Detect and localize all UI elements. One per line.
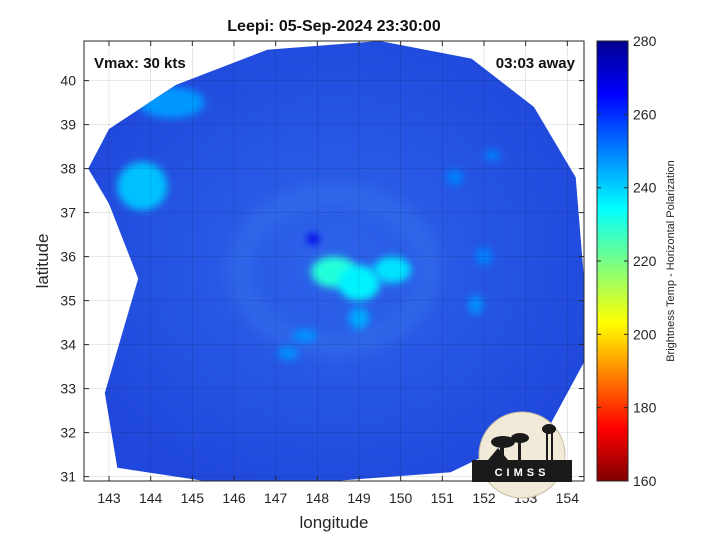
colorbar-tick-label: 180 [633, 400, 657, 416]
colorbar-gradient [596, 40, 629, 482]
feature-6 [277, 346, 299, 360]
x-tick-label: 145 [181, 490, 205, 506]
plot-frame [83, 40, 585, 482]
colorbar-tick-label: 280 [633, 33, 657, 49]
x-tick-label: 149 [347, 490, 371, 506]
feature-7 [468, 295, 484, 315]
y-tick-label: 35 [60, 293, 76, 309]
colorbar: 160 180 200 220 240 260 280 Brightness Temp - … [596, 33, 677, 489]
plot-area: 1431441451461471481491501511521531543132… [60, 40, 585, 506]
features-layer [117, 87, 501, 360]
x-tick-label: 148 [306, 490, 330, 506]
logo-band [472, 460, 572, 482]
colorbar-ticks: 160 180 200 220 240 260 280 [597, 33, 657, 489]
feature-5 [292, 329, 318, 343]
feature-13 [306, 233, 320, 245]
colorbar-tick-label: 160 [633, 473, 657, 489]
x-tick-label: 144 [139, 490, 163, 506]
x-tick-label: 154 [556, 490, 580, 506]
feature-2 [338, 265, 380, 301]
y-tick-label: 31 [60, 469, 76, 485]
y-tick-label: 33 [60, 381, 76, 397]
y-tick-label: 36 [60, 249, 76, 265]
feature-9 [446, 169, 464, 186]
x-tick-label: 146 [222, 490, 246, 506]
colorbar-tick-label: 220 [633, 253, 657, 269]
y-tick-label: 32 [60, 425, 76, 441]
cimss-logo: CIMSS [472, 411, 572, 499]
y-tick-label: 34 [60, 337, 76, 353]
feature-8 [475, 247, 493, 266]
feature-4 [348, 307, 370, 330]
grid-lines [84, 41, 584, 481]
y-tick-label: 38 [60, 161, 76, 177]
colorbar-tick-label: 240 [633, 180, 657, 196]
y-axis-label: latitude [33, 234, 52, 289]
feature-11 [117, 162, 168, 211]
y-tick-label: 40 [60, 73, 76, 89]
logo-text: CIMSS [495, 467, 550, 479]
logo-silhouette [488, 424, 556, 460]
feature-10 [484, 150, 501, 161]
y-tick-label: 39 [60, 117, 76, 133]
vmax-annotation: Vmax: 30 kts [94, 55, 186, 72]
x-tick-label: 147 [264, 490, 288, 506]
colorbar-tick-label: 260 [633, 106, 657, 122]
colorbar-tick-label: 200 [633, 326, 657, 342]
x-tick-label: 151 [431, 490, 455, 506]
y-tick-label: 37 [60, 205, 76, 221]
x-tick-label: 152 [472, 490, 496, 506]
chart-title: Leepi: 05-Sep-2024 23:30:00 [227, 18, 441, 35]
colorbar-label: Brightness Temp - Horizontal Polarizatio… [665, 160, 677, 362]
time-away-annotation: 03:03 away [496, 55, 576, 72]
swath-layer [88, 41, 584, 481]
x-tick-label: 143 [97, 490, 121, 506]
spiral-band [228, 183, 440, 356]
x-axis-label: longitude [299, 513, 368, 532]
feature-3 [373, 256, 412, 283]
x-tick-label: 150 [389, 490, 413, 506]
